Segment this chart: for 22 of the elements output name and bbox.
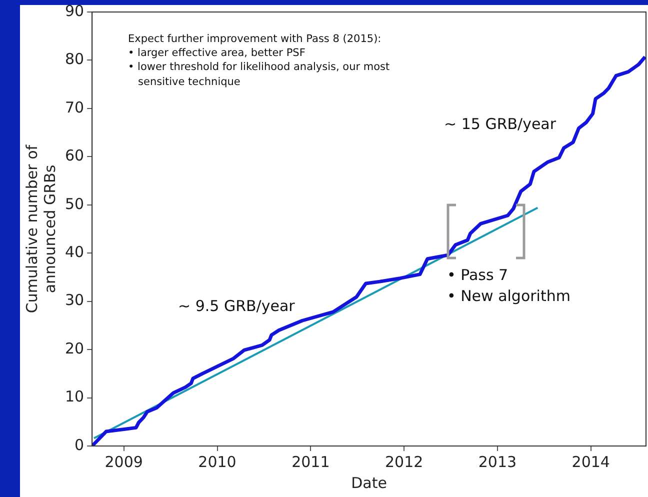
x-tick-label: 2009 [104, 452, 143, 471]
x-tick-label: 2011 [292, 452, 330, 471]
x-tick-label: 2012 [384, 452, 424, 471]
y-tick-label: 70 [64, 98, 84, 116]
y-tick-label: 80 [64, 50, 84, 68]
annotation: ~ 9.5 GRB/year [178, 296, 295, 317]
annotation: • Pass 7 • New algorithm [446, 265, 570, 308]
x-axis-title: Date [351, 474, 387, 492]
y-axis-title: Cumulative number of announced GRBs [22, 144, 59, 314]
y-tick-label: 40 [64, 243, 84, 261]
annotation: ~ 15 GRB/year [444, 114, 556, 135]
y-tick-label: 0 [74, 436, 84, 454]
y-tick-label: 10 [64, 388, 84, 406]
y-tick-label: 30 [64, 291, 84, 310]
x-tick-label: 2010 [198, 452, 236, 471]
y-tick-label: 60 [64, 146, 84, 165]
y-tick-label: 20 [64, 339, 84, 358]
y-tick-label: 90 [64, 2, 84, 20]
annotation: Expect further improvement with Pass 8 (2015): • larger effective area, better PSF • lower threshold for likelihood analysis, our most sensitive technique [128, 32, 390, 89]
y-tick-label: 50 [64, 194, 84, 213]
x-tick-label: 2014 [572, 452, 610, 471]
x-tick-label: 2013 [478, 452, 517, 471]
